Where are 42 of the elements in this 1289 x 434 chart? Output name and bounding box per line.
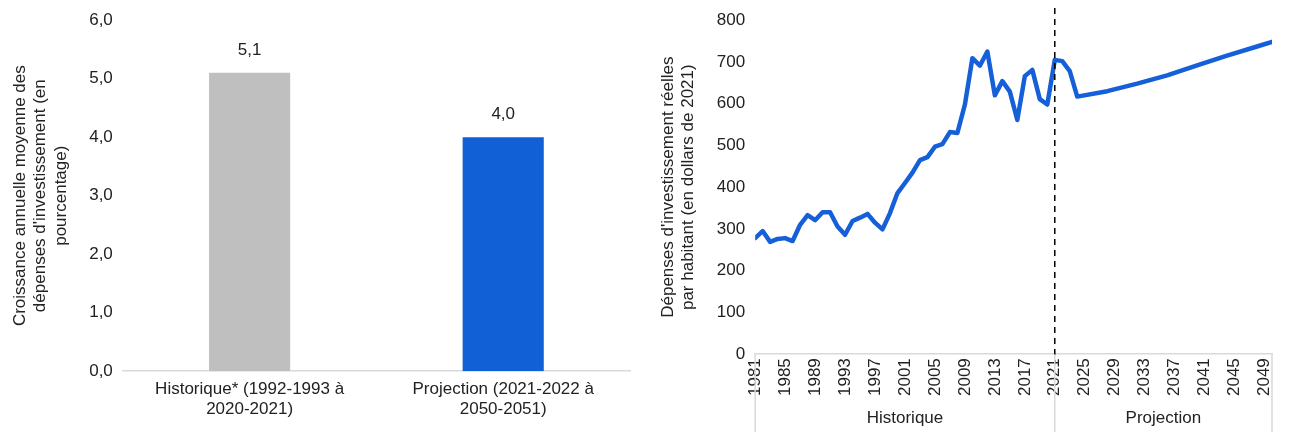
y-tick-label: 5,0	[89, 68, 113, 88]
x-tick-label: 1993	[834, 358, 854, 397]
y-tick-label: 700	[716, 51, 746, 71]
x-tick-label: 2001	[894, 358, 914, 397]
y-tick-label: 500	[716, 135, 746, 155]
y-axis-title: Dépenses d'investissement réelles par habitant (en dollars de 2021)	[657, 56, 698, 318]
x-tick-label: Historique* (1992-1993 à 2020-2021)	[155, 379, 345, 419]
x-tick-label: 2021	[1044, 358, 1064, 397]
x-tick-label: 2045	[1224, 358, 1244, 397]
x-tick-label: 2009	[954, 358, 974, 397]
x-tick-label: Projection (2021-2022 à 2050-2051)	[412, 379, 595, 419]
y-tick-label: 200	[716, 260, 746, 280]
y-tick-label: 300	[716, 218, 746, 238]
x-tick-label: 2005	[924, 358, 944, 397]
x-tick-label: 2029	[1104, 358, 1124, 397]
y-tick-label: 100	[716, 302, 746, 322]
y-tick-label: 0	[735, 343, 746, 363]
y-tick-label: 3,0	[89, 185, 113, 205]
data-label: 4,0	[491, 104, 516, 124]
x-tick-label: 1981	[744, 358, 764, 397]
x-tick-label: 2041	[1194, 358, 1214, 397]
text: Projection	[1125, 407, 1202, 427]
y-tick-label: 800	[716, 9, 746, 29]
x-tick-label: 1985	[774, 358, 794, 397]
text: Historique	[866, 407, 944, 427]
y-axis-title: Croissance annuelle moyenne des dépenses d'investissement (en pourcentage)	[9, 65, 70, 327]
y-tick-label: 2,0	[89, 243, 113, 263]
y-tick-label: 400	[716, 176, 746, 196]
y-tick-label: 0,0	[89, 360, 113, 380]
x-tick-label: 2049	[1254, 358, 1274, 397]
x-tick-label: 2025	[1074, 358, 1094, 397]
x-tick-label: 2013	[984, 358, 1004, 397]
x-tick-label: 1997	[864, 358, 884, 397]
x-tick-label: 2017	[1014, 358, 1034, 397]
y-tick-label: 1,0	[89, 302, 113, 322]
y-tick-label: 6,0	[89, 9, 113, 29]
data-label: 5,1	[237, 40, 262, 60]
y-tick-label: 4,0	[89, 126, 113, 146]
x-tick-label: 1989	[804, 358, 824, 397]
x-tick-label: 2033	[1134, 358, 1154, 397]
x-tick-label: 2037	[1164, 358, 1184, 397]
y-tick-label: 600	[716, 93, 746, 113]
